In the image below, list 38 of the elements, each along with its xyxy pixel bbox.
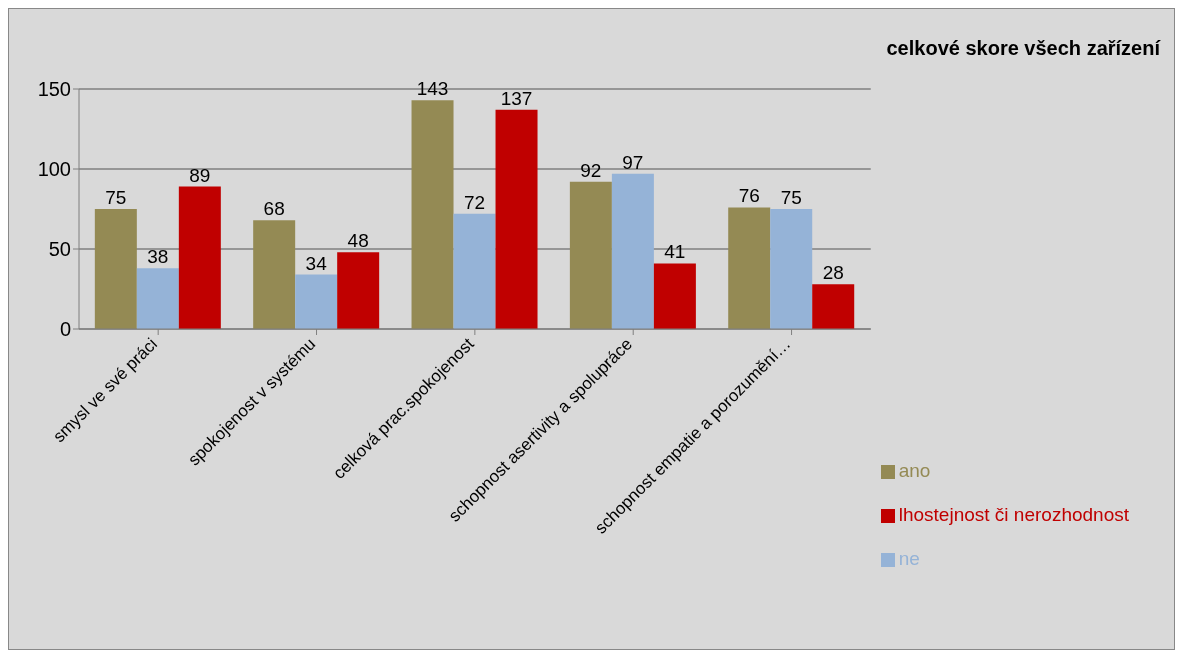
y-tick-label: 150 [37, 78, 71, 101]
bar [136, 268, 179, 329]
legend-label: ne [898, 548, 920, 569]
y-tick-label: 50 [48, 238, 71, 261]
data-label: 48 [347, 230, 369, 252]
data-label: 143 [416, 78, 449, 100]
bar [812, 284, 855, 329]
data-label: 89 [189, 164, 211, 186]
data-label: 68 [263, 198, 285, 220]
bar [495, 109, 538, 329]
bar [295, 274, 338, 329]
bar [253, 220, 296, 329]
bar [770, 209, 813, 329]
legend-label: lhostejnost či nerozhodnost [898, 504, 1129, 525]
y-tick-label: 0 [59, 318, 71, 341]
data-label: 34 [305, 252, 328, 274]
legend-label: ano [898, 460, 931, 481]
data-label: 75 [780, 187, 802, 208]
data-label: 92 [580, 159, 602, 181]
bar [178, 186, 221, 329]
bar [337, 252, 380, 329]
bar [453, 213, 496, 329]
bar [653, 263, 696, 329]
data-label: 28 [822, 262, 844, 284]
data-label: 38 [147, 246, 169, 268]
data-label: 97 [622, 151, 644, 173]
text: celkové skore všech zařízení [886, 37, 1160, 60]
data-label: 76 [738, 185, 760, 207]
data-label: 72 [463, 191, 486, 213]
data-label: 137 [500, 87, 533, 109]
bar [611, 173, 654, 329]
bar [728, 207, 771, 329]
bar [569, 181, 612, 329]
y-tick-label: 100 [37, 158, 71, 181]
bar [411, 100, 454, 329]
data-label: 75 [105, 187, 127, 208]
data-label: 41 [664, 241, 686, 263]
bar [94, 209, 137, 329]
